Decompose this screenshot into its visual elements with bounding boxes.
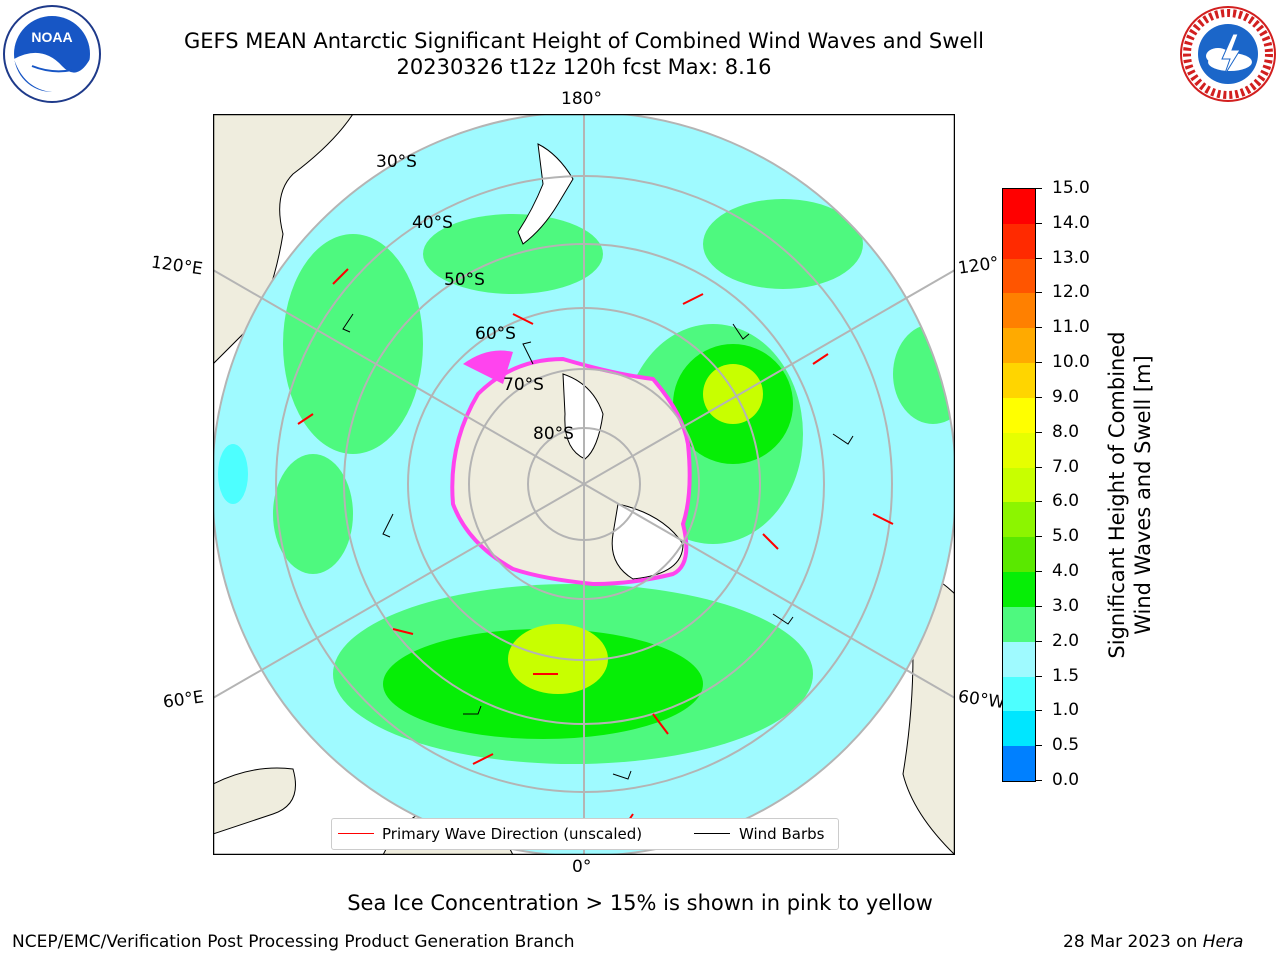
map-legend: Primary Wave Direction (unscaled) Wind B… <box>331 818 839 850</box>
colorbar-tick-mark <box>1035 605 1042 607</box>
colorbar-tick-label: 0.5 <box>1052 735 1080 756</box>
colorbar-tick-label: 3.0 <box>1052 595 1080 616</box>
colorbar-tick-mark <box>1035 362 1042 364</box>
colorbar-tick-mark <box>1035 745 1042 747</box>
chart-title: GEFS MEAN Antarctic Significant Height o… <box>183 29 985 53</box>
colorbar-tick-mark <box>1035 431 1042 433</box>
colorbar-tick-label: 7.0 <box>1052 456 1080 477</box>
lon-label-180: 180° <box>561 89 602 109</box>
colorbar-label-line1: Significant Height of Combined <box>1105 331 1129 659</box>
colorbar-tick-mark <box>1035 501 1042 503</box>
colorbar-tick-mark <box>1035 188 1042 189</box>
colorbar-tick-mark <box>1035 640 1042 642</box>
colorbar-tick-mark <box>1035 466 1042 468</box>
colorbar-tick-mark <box>1035 780 1042 781</box>
wind-barb-legend-label: Wind Barbs <box>739 825 825 843</box>
colorbar-tick-mark <box>1035 675 1042 677</box>
colorbar-tick-label: 13.0 <box>1052 247 1090 268</box>
colorbar-segment <box>1003 189 1035 224</box>
colorbar-label: Significant Height of Combined Wind Wave… <box>1104 320 1156 670</box>
colorbar-tick-label: 12.0 <box>1052 282 1090 303</box>
lon-label-120w: 120° <box>956 253 1001 279</box>
colorbar-tick-label: 8.0 <box>1052 421 1080 442</box>
colorbar-segment <box>1003 223 1035 259</box>
colorbar-segment <box>1003 537 1035 573</box>
colorbar-tick-mark <box>1035 536 1042 538</box>
national-weather-service-logo-icon <box>1178 4 1278 104</box>
lon-label-60e: 60°E <box>161 687 206 713</box>
lat-label-80s: 80°S <box>533 424 574 444</box>
colorbar-tick-label: 10.0 <box>1052 352 1090 373</box>
producer-label: NCEP/EMC/Verification Post Processing Pr… <box>12 932 575 952</box>
colorbar-tick-label: 2.0 <box>1052 630 1080 651</box>
date-stamp: 28 Mar 2023 on Hera <box>1063 932 1243 952</box>
colorbar-segment <box>1003 432 1035 468</box>
colorbar-segment <box>1003 293 1035 329</box>
lon-label-60w: 60°W <box>956 686 1007 714</box>
colorbar-tick-label: 9.0 <box>1052 386 1080 407</box>
date-stamp-date: 28 Mar 2023 on <box>1063 932 1198 952</box>
colorbar-segment <box>1003 711 1035 747</box>
colorbar-tick-mark <box>1035 710 1042 712</box>
colorbar-tick-mark <box>1035 396 1042 398</box>
colorbar-tick-mark <box>1035 292 1042 294</box>
lat-label-30s: 30°S <box>376 152 417 172</box>
chart-subtitle: 20230326 t12z 120h fcst Max: 8.16 <box>396 55 772 79</box>
colorbar-segment <box>1003 641 1035 677</box>
lon-label-0: 0° <box>572 857 592 877</box>
colorbar-tick-label: 11.0 <box>1052 317 1090 338</box>
colorbar-tick-mark <box>1035 222 1042 224</box>
colorbar-tick-mark <box>1035 571 1042 573</box>
colorbar-tick-label: 4.0 <box>1052 561 1080 582</box>
lat-label-50s: 50°S <box>444 270 485 290</box>
sea-ice-note: Sea Ice Concentration > 15% is shown in … <box>347 891 933 915</box>
wind-barb-legend-line <box>694 833 730 834</box>
lat-label-60s: 60°S <box>475 324 516 344</box>
colorbar-segment <box>1003 328 1035 364</box>
colorbar-tick-label: 1.0 <box>1052 700 1080 721</box>
lon-label-120e: 120°E <box>149 252 204 280</box>
noaa-logo-text: NOAA <box>31 29 72 45</box>
colorbar-segment <box>1003 606 1035 642</box>
date-stamp-machine: Hera <box>1202 932 1244 952</box>
colorbar-tick-label: 15.0 <box>1052 178 1090 198</box>
primary-wave-legend-label: Primary Wave Direction (unscaled) <box>382 825 643 843</box>
colorbar-segment <box>1003 467 1035 503</box>
noaa-logo-icon: NOAA <box>2 4 102 104</box>
colorbar-tick-label: 6.0 <box>1052 491 1080 512</box>
colorbar-label-line2: Wind Waves and Swell [m] <box>1131 355 1155 635</box>
colorbar-tick-mark <box>1035 327 1042 329</box>
primary-wave-legend-line <box>338 833 374 834</box>
colorbar-tick-label: 0.0 <box>1052 770 1080 790</box>
colorbar-tick-label: 14.0 <box>1052 212 1090 233</box>
colorbar-segment <box>1003 676 1035 712</box>
colorbar-tick-label: 5.0 <box>1052 526 1080 547</box>
lat-label-40s: 40°S <box>412 213 453 233</box>
colorbar-tick-mark <box>1035 257 1042 259</box>
colorbar-segment <box>1003 502 1035 538</box>
colorbar <box>1002 188 1036 782</box>
colorbar-segment <box>1003 258 1035 294</box>
lat-label-70s: 70°S <box>503 375 544 395</box>
colorbar-segment <box>1003 572 1035 607</box>
colorbar-segment <box>1003 363 1035 398</box>
colorbar-tick-label: 1.5 <box>1052 665 1080 686</box>
colorbar-segment <box>1003 397 1035 433</box>
antarctic-wave-map <box>213 114 955 855</box>
colorbar-segment <box>1003 746 1035 782</box>
